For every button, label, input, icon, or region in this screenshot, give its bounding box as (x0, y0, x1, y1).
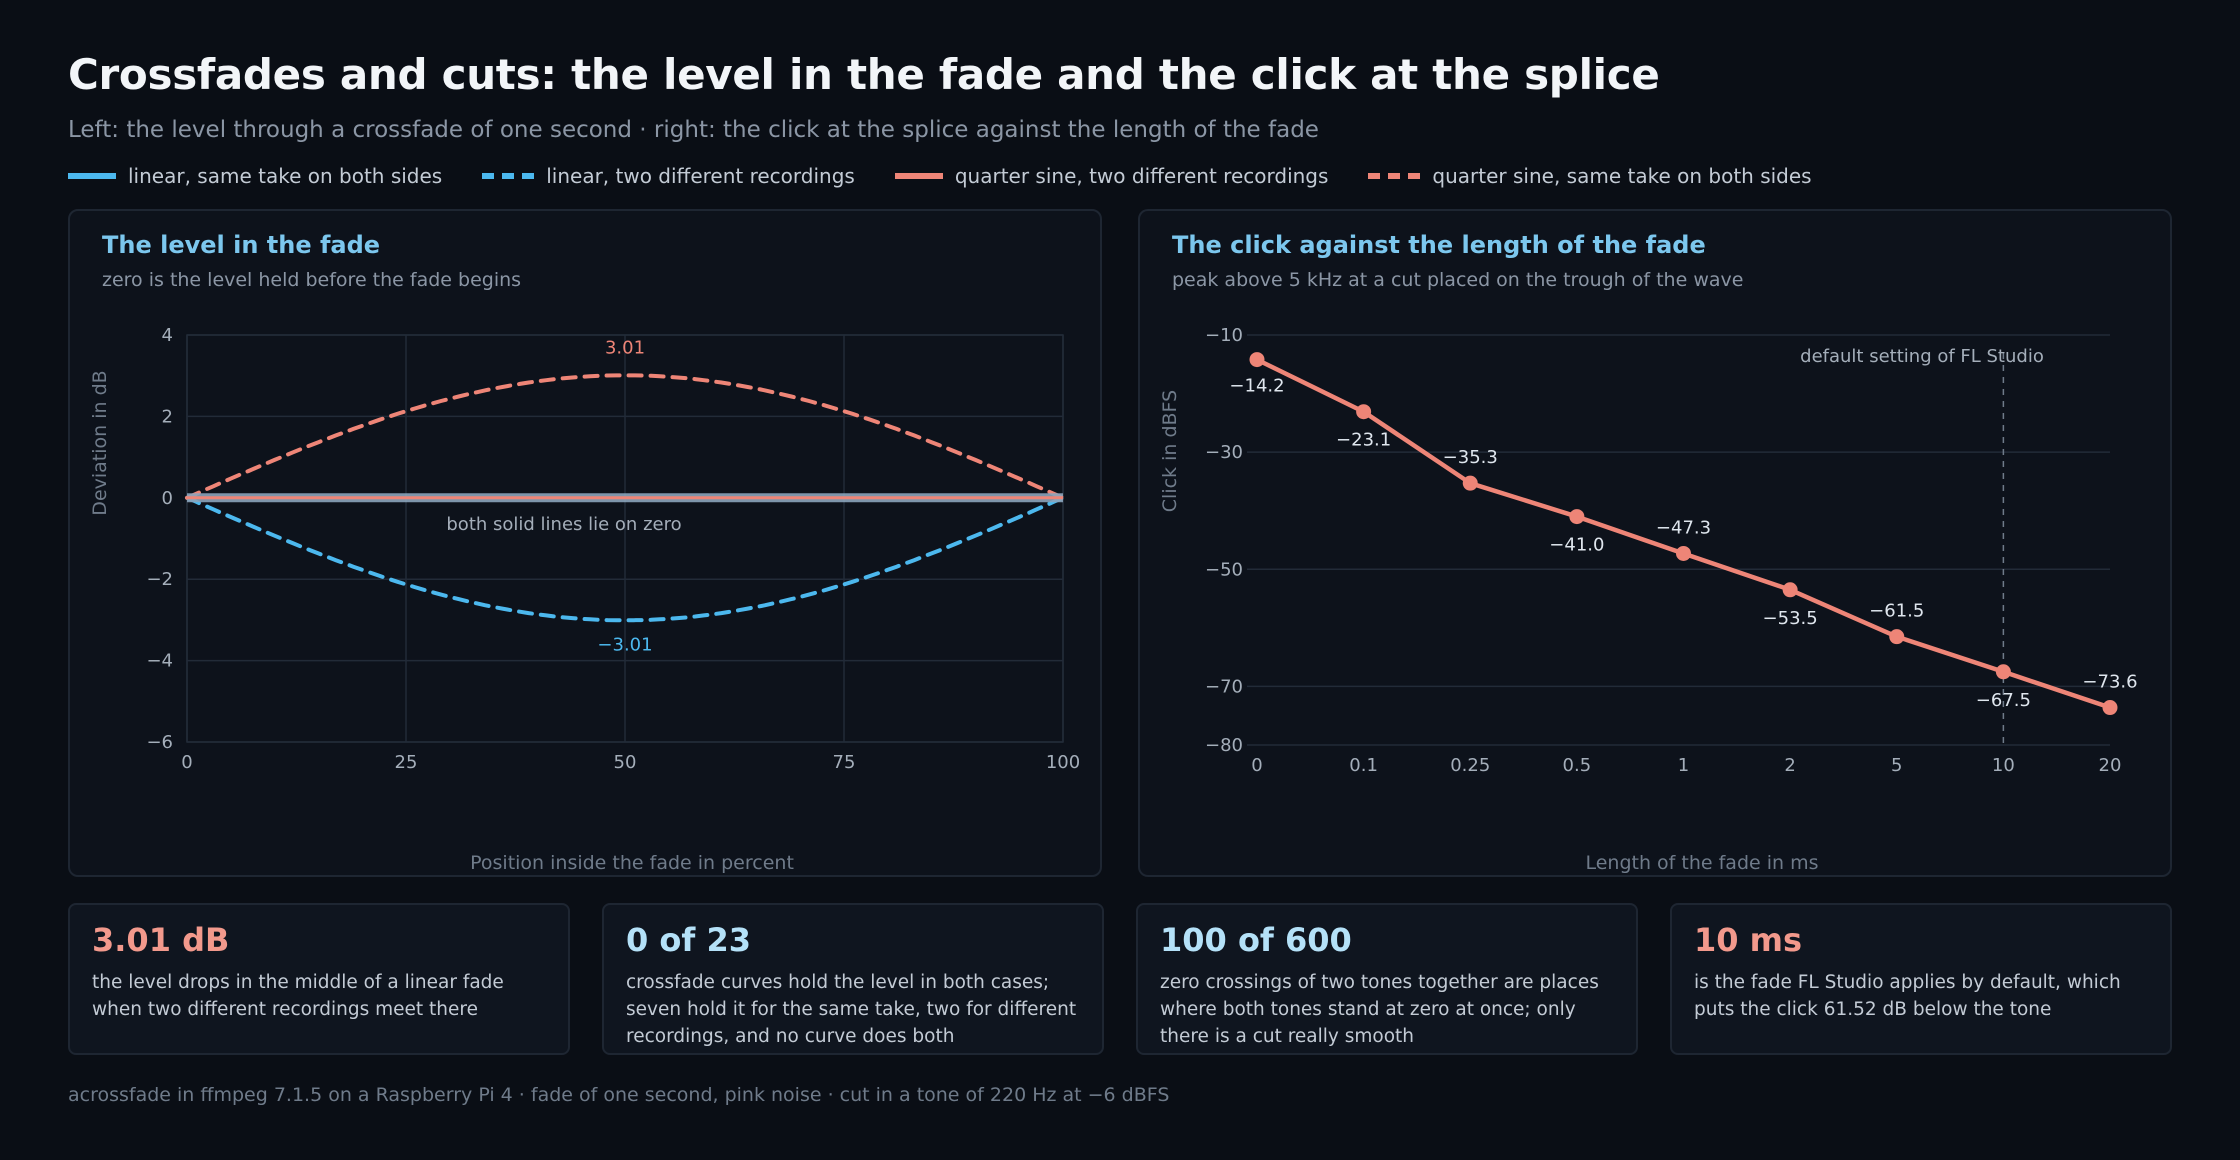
stat-value: 0 of 23 (626, 921, 751, 959)
click-data-label: −41.0 (1549, 535, 1604, 556)
stat-text: zero crossings of two tones together are… (1160, 972, 1599, 1047)
legend-label: linear, two different recordings (546, 164, 855, 188)
click-panel: The click against the length of the fade… (1138, 209, 2172, 877)
legend-swatch-linear-different (482, 173, 535, 179)
click-data-label: −23.1 (1336, 430, 1391, 451)
stat-card-fl-studio: 10 ms is the fade FL Studio applies by d… (1670, 903, 2172, 1055)
click-ticks: −10 −30 −50 −70 −80 0 0.1 0.25 0.5 1 2 5 10 20 (1205, 325, 2121, 776)
page-title: Crossfades and cuts: the level in the fa… (68, 50, 1660, 99)
click-y-tick-label: −30 (1205, 442, 1243, 463)
level-panel-subtitle: zero is the level held before the fade b… (102, 269, 522, 291)
level-panel-title: The level in the fade (102, 231, 381, 259)
level-x-tick-label: 25 (395, 752, 418, 773)
click-x-axis-title: Length of the fade in ms (1585, 852, 1818, 874)
level-y-tick-label: −6 (146, 732, 173, 753)
level-ticks: 4 2 0 −2 −4 −6 0 25 50 75 100 (146, 325, 1080, 773)
click-x-tick-label: 1 (1678, 755, 1689, 776)
legend-item-linear-different: linear, two different recordings (482, 164, 855, 188)
click-x-tick-label: 0.5 (1563, 755, 1592, 776)
click-panel-title: The click against the length of the fade (1172, 231, 1706, 259)
level-y-tick-label: 0 (162, 488, 173, 509)
page-subtitle: Left: the level through a crossfade of o… (68, 117, 1319, 143)
level-x-axis-title: Position inside the fade in percent (470, 852, 794, 874)
click-y-tick-label: −10 (1205, 325, 1243, 346)
click-x-tick-label: 20 (2099, 755, 2122, 776)
level-x-tick-label: 50 (614, 752, 637, 773)
level-y-tick-label: −2 (146, 569, 173, 590)
legend-item-sine-same: quarter sine, same take on both sides (1368, 164, 1812, 188)
stat-card-linear-drop: 3.01 dB the level drops in the middle of… (68, 903, 570, 1055)
level-y-tick-label: −4 (146, 651, 173, 672)
click-x-tick-label: 2 (1784, 755, 1795, 776)
level-grid (186, 334, 1064, 743)
stat-value: 10 ms (1694, 921, 1803, 959)
level-y-tick-label: 4 (162, 325, 173, 346)
click-data-point (1249, 352, 1265, 368)
click-data-label: −47.3 (1656, 517, 1711, 538)
footer-note: acrossfade in ffmpeg 7.1.5 on a Raspberr… (68, 1084, 1170, 1106)
click-data-point (2102, 700, 2118, 716)
legend-swatch-linear-same (68, 173, 116, 179)
click-y-axis-title: Click in dBFS (1159, 390, 1181, 512)
click-data-label: −35.3 (1443, 447, 1498, 468)
click-data-point (1995, 664, 2011, 680)
level-y-axis-title: Deviation in dB (89, 370, 111, 515)
level-x-tick-label: 100 (1046, 752, 1080, 773)
legend-label: quarter sine, same take on both sides (1432, 164, 1812, 188)
click-grid (1247, 334, 2110, 746)
legend-item-sine-different: quarter sine, two different recordings (894, 164, 1329, 188)
click-data-label: −67.5 (1976, 690, 2031, 711)
level-annotation: both solid lines lie on zero (446, 514, 681, 535)
legend-swatch-sine-different (894, 173, 943, 179)
legend-label: quarter sine, two different recordings (954, 164, 1329, 188)
click-y-tick-label: −80 (1205, 735, 1243, 756)
level-y-tick-label: 2 (162, 406, 173, 427)
legend-swatch-sine-same (1368, 173, 1421, 179)
click-data-label: −73.6 (2082, 672, 2137, 693)
level-chart: 4 2 0 −2 −4 −6 0 25 50 75 100 −3.01 3.01 Position i… (89, 325, 1080, 874)
stat-card-zero-crossings: 100 of 600 zero crossings of two tones t… (1136, 903, 1638, 1055)
click-x-tick-label: 0.25 (1450, 755, 1490, 776)
series-sine-same-line (185, 373, 1065, 500)
fl-studio-marker-label: default setting of FL Studio (1800, 346, 2044, 367)
click-data-point (1569, 509, 1585, 525)
click-data-point (1782, 582, 1798, 598)
legend: linear, same take on both sides linear, … (68, 164, 1812, 188)
click-chart: −10−30−50−70−800 0.1 0.25 0.5 1 2 5 10 20 −14.2−… (1159, 325, 2138, 874)
click-data-point (1889, 629, 1905, 645)
series-linear-different-peak-label: −3.01 (597, 634, 652, 655)
level-panel: The level in the fade zero is the level … (68, 209, 1102, 877)
click-y-tick-label: −70 (1205, 676, 1243, 697)
stat-value: 100 of 600 (1160, 921, 1352, 959)
click-data-label: −53.5 (1763, 608, 1818, 629)
click-data-label: −61.5 (1869, 601, 1924, 622)
level-labels: −3.01 3.01 (597, 337, 652, 655)
stat-text: crossfade curves hold the level in both … (626, 972, 1077, 1047)
series-sine-same-peak-label: 3.01 (605, 337, 645, 358)
stat-value: 3.01 dB (92, 921, 230, 959)
click-x-tick-label: 5 (1891, 755, 1902, 776)
level-x-tick-label: 75 (833, 752, 856, 773)
click-x-tick-label: 0 (1251, 755, 1262, 776)
legend-item-linear-same: linear, same take on both sides (68, 164, 442, 188)
click-y-tick-label: −50 (1205, 559, 1243, 580)
legend-label: linear, same take on both sides (128, 164, 443, 188)
click-data-point (1676, 545, 1691, 561)
level-x-tick-label: 0 (181, 752, 192, 773)
click-data-point (1356, 404, 1372, 420)
click-data-label: −14.2 (1229, 376, 1284, 397)
stat-card-curves: 0 of 23 crossfade curves hold the level … (602, 903, 1104, 1055)
click-x-tick-label: 10 (1992, 755, 2015, 776)
series-linear-different-line (185, 495, 1065, 623)
click-labels: −14.2 −23.1 −35.3 −41.0 −47.3 −53.5 −61.5 −67.5… (1229, 376, 2137, 711)
click-series (1249, 352, 2118, 716)
level-series (185, 373, 1065, 623)
click-data-point (1462, 475, 1478, 491)
stat-text: the level drops in the middle of a linea… (92, 972, 504, 1020)
click-panel-subtitle: peak above 5 kHz at a cut placed on the … (1172, 269, 1744, 291)
stat-text: is the fade FL Studio applies by default… (1694, 972, 2121, 1020)
click-x-tick-label: 0.1 (1349, 755, 1378, 776)
